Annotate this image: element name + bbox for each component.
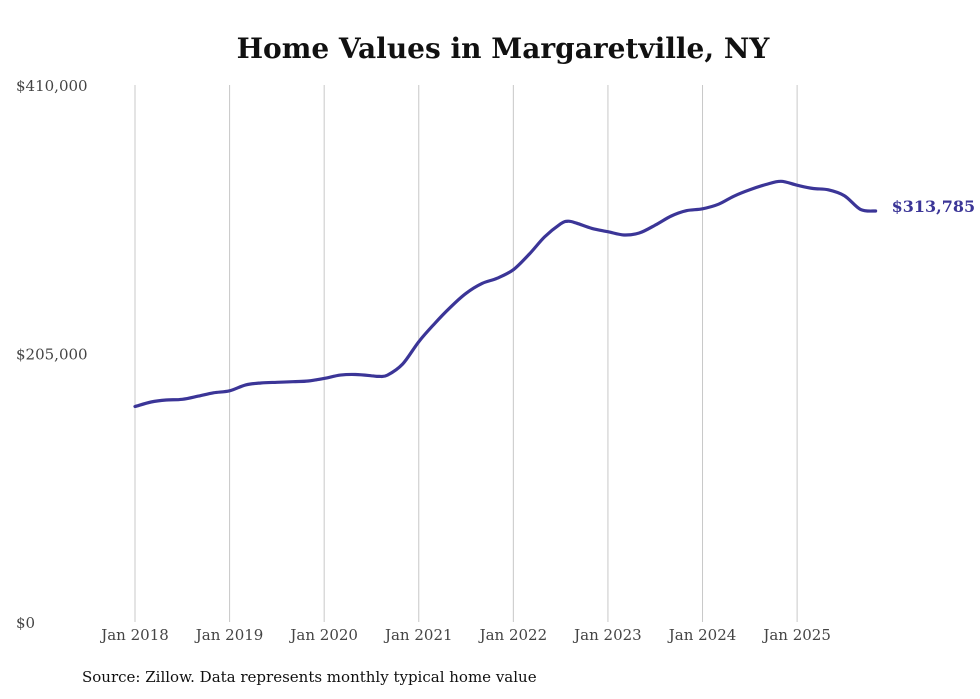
x-tick-label: Jan 2020 <box>288 626 358 644</box>
x-tick-label: Jan 2025 <box>761 626 831 644</box>
source-note: Source: Zillow. Data represents monthly … <box>82 668 537 686</box>
x-tick-label: Jan 2023 <box>572 626 642 644</box>
series-line <box>133 179 878 409</box>
x-tick-label: Jan 2022 <box>478 626 548 644</box>
gridlines <box>134 85 798 622</box>
chart-title: Home Values in Margaretville, NY <box>237 32 771 65</box>
y-tick-label: $205,000 <box>16 346 88 364</box>
series-group: $313,785 <box>133 179 976 409</box>
y-tick-label: $410,000 <box>16 77 88 95</box>
end-value-label: $313,785 <box>892 197 976 216</box>
x-axis-ticks: Jan 2018 Jan 2019 Jan 2020 Jan 2021 Jan 2022… <box>99 626 831 644</box>
x-tick-label: Jan 2019 <box>194 626 264 644</box>
x-tick-label: Jan 2021 <box>383 626 453 644</box>
x-tick-label: Jan 2024 <box>667 626 737 644</box>
y-tick-label: $0 <box>16 614 35 632</box>
x-tick-label: Jan 2018 <box>99 626 169 644</box>
y-axis-ticks: $0 $205,000 $410,000 <box>16 77 88 632</box>
